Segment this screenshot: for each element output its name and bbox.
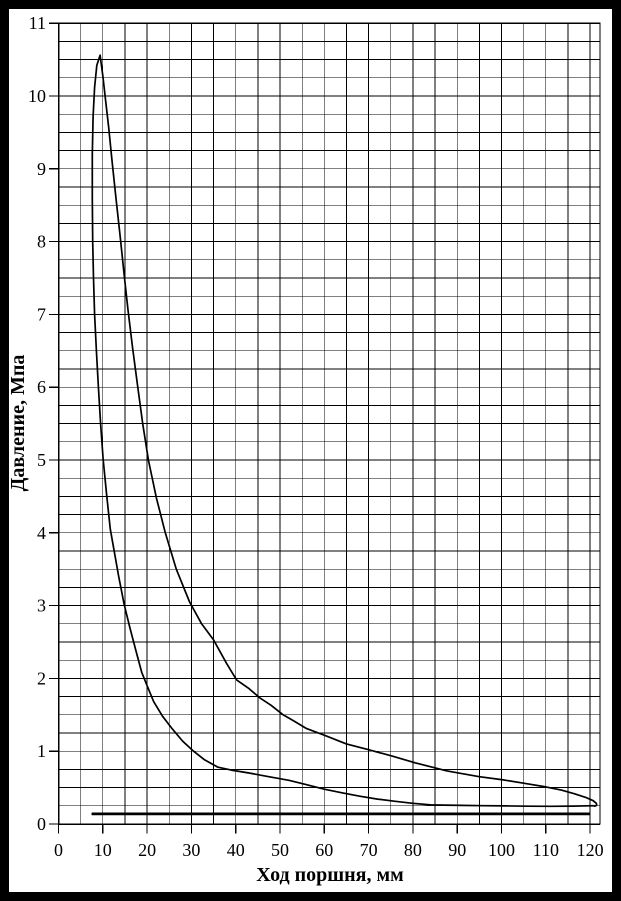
y-tick-label: 11	[29, 13, 46, 33]
x-axis-title: Ход поршня, мм	[256, 864, 404, 886]
y-tick-label: 7	[37, 304, 46, 324]
indicator-cycle-loop	[91, 54, 598, 808]
axis-ticks	[49, 22, 591, 834]
y-tick-label: 9	[37, 159, 46, 179]
y-tick-label: 4	[37, 523, 46, 543]
y-tick-label: 2	[37, 668, 46, 688]
y-tick-label: 0	[37, 814, 46, 834]
x-tick-label: 60	[315, 840, 333, 860]
x-tick-label: 70	[360, 840, 378, 860]
y-axis-title: Давление, Мпа	[7, 355, 29, 492]
y-tick-label: 6	[37, 377, 46, 397]
plot-grid	[58, 22, 600, 824]
axes	[57, 23, 600, 825]
x-tick-label: 20	[138, 840, 156, 860]
x-tick-label: 30	[182, 840, 200, 860]
y-tick-label: 8	[37, 232, 46, 252]
x-tick-label: 0	[54, 840, 63, 860]
y-tick-label: 5	[37, 450, 46, 470]
x-tick-label: 10	[94, 840, 112, 860]
curve-series	[91, 54, 598, 816]
x-tick-label: 120	[577, 840, 604, 860]
y-tick-label: 1	[37, 741, 46, 761]
y-tick-label: 10	[28, 86, 46, 106]
chart-canvas	[9, 9, 612, 892]
tick-labels: 0 10 20 30 40 50 60 70 80 90 100 110 120 0 1 2 3 4 5 6 7 8 9 10…	[28, 13, 604, 860]
x-tick-label: 100	[488, 840, 515, 860]
x-tick-label: 50	[271, 840, 289, 860]
x-tick-label: 80	[404, 840, 422, 860]
x-tick-label: 110	[533, 840, 559, 860]
x-tick-label: 40	[227, 840, 245, 860]
y-tick-label: 3	[37, 596, 46, 616]
x-tick-label: 90	[448, 840, 466, 860]
